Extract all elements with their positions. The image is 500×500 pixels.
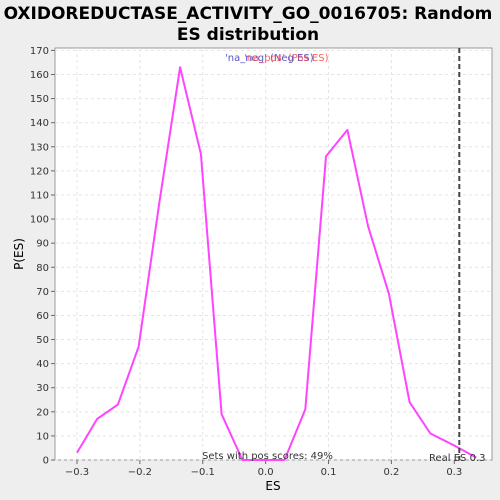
y-tick-label: 140 [30, 118, 49, 129]
x-tick-label: −0.2 [128, 467, 152, 478]
y-tick-label: 0 [43, 456, 49, 467]
y-tick-label: 170 [30, 46, 49, 57]
y-tick-label: 130 [30, 142, 49, 153]
x-tick-label: −0.3 [65, 467, 89, 478]
y-tick-label: 40 [36, 359, 49, 370]
distribution-line [76, 66, 477, 461]
y-tick-label: 80 [36, 263, 49, 274]
y-tick-label: 110 [30, 190, 49, 201]
legend-pos-label: 'na_pos' (Pos ES) [244, 53, 329, 64]
x-tick-label: −0.1 [191, 467, 215, 478]
series-layer [76, 66, 477, 461]
y-tick-label: 160 [30, 70, 49, 81]
legend-neg-label: 'na_neg' (Neg ES) [225, 53, 314, 64]
y-tick-label: 10 [36, 431, 49, 442]
pos-score-annotation: Sets with pos scores: 49% [202, 451, 333, 462]
chart-title-line-2: ES distribution [177, 25, 319, 45]
y-axis-label: P(ES) [12, 238, 26, 270]
y-tick-label: 20 [36, 407, 49, 418]
y-tick-label: 90 [36, 239, 49, 250]
x-tick-label: 0.3 [446, 467, 462, 478]
y-tick-label: 100 [30, 215, 49, 226]
x-tick-label: 0.0 [258, 467, 274, 478]
x-tick-label: 0.1 [321, 467, 337, 478]
grid-lines [55, 48, 492, 461]
chart-title-line-1: OXIDOREDUCTASE_ACTIVITY_GO_0016705: Rand… [4, 4, 493, 24]
y-tick-label: 30 [36, 383, 49, 394]
y-tick-label: 70 [36, 287, 49, 298]
y-tick-label: 120 [30, 166, 49, 177]
real-es-label: Real ES 0.3 [429, 453, 485, 464]
y-tick-label: 50 [36, 335, 49, 346]
plot-area [54, 47, 493, 461]
x-axis-label: ES [265, 479, 280, 493]
x-tick-label: 0.2 [383, 467, 399, 478]
axis-ticks: 0 10 20 30 40 50 60 70 80 90 100 110 120 130 140 150 160… [30, 46, 462, 478]
y-tick-label: 60 [36, 311, 49, 322]
y-tick-label: 150 [30, 94, 49, 105]
